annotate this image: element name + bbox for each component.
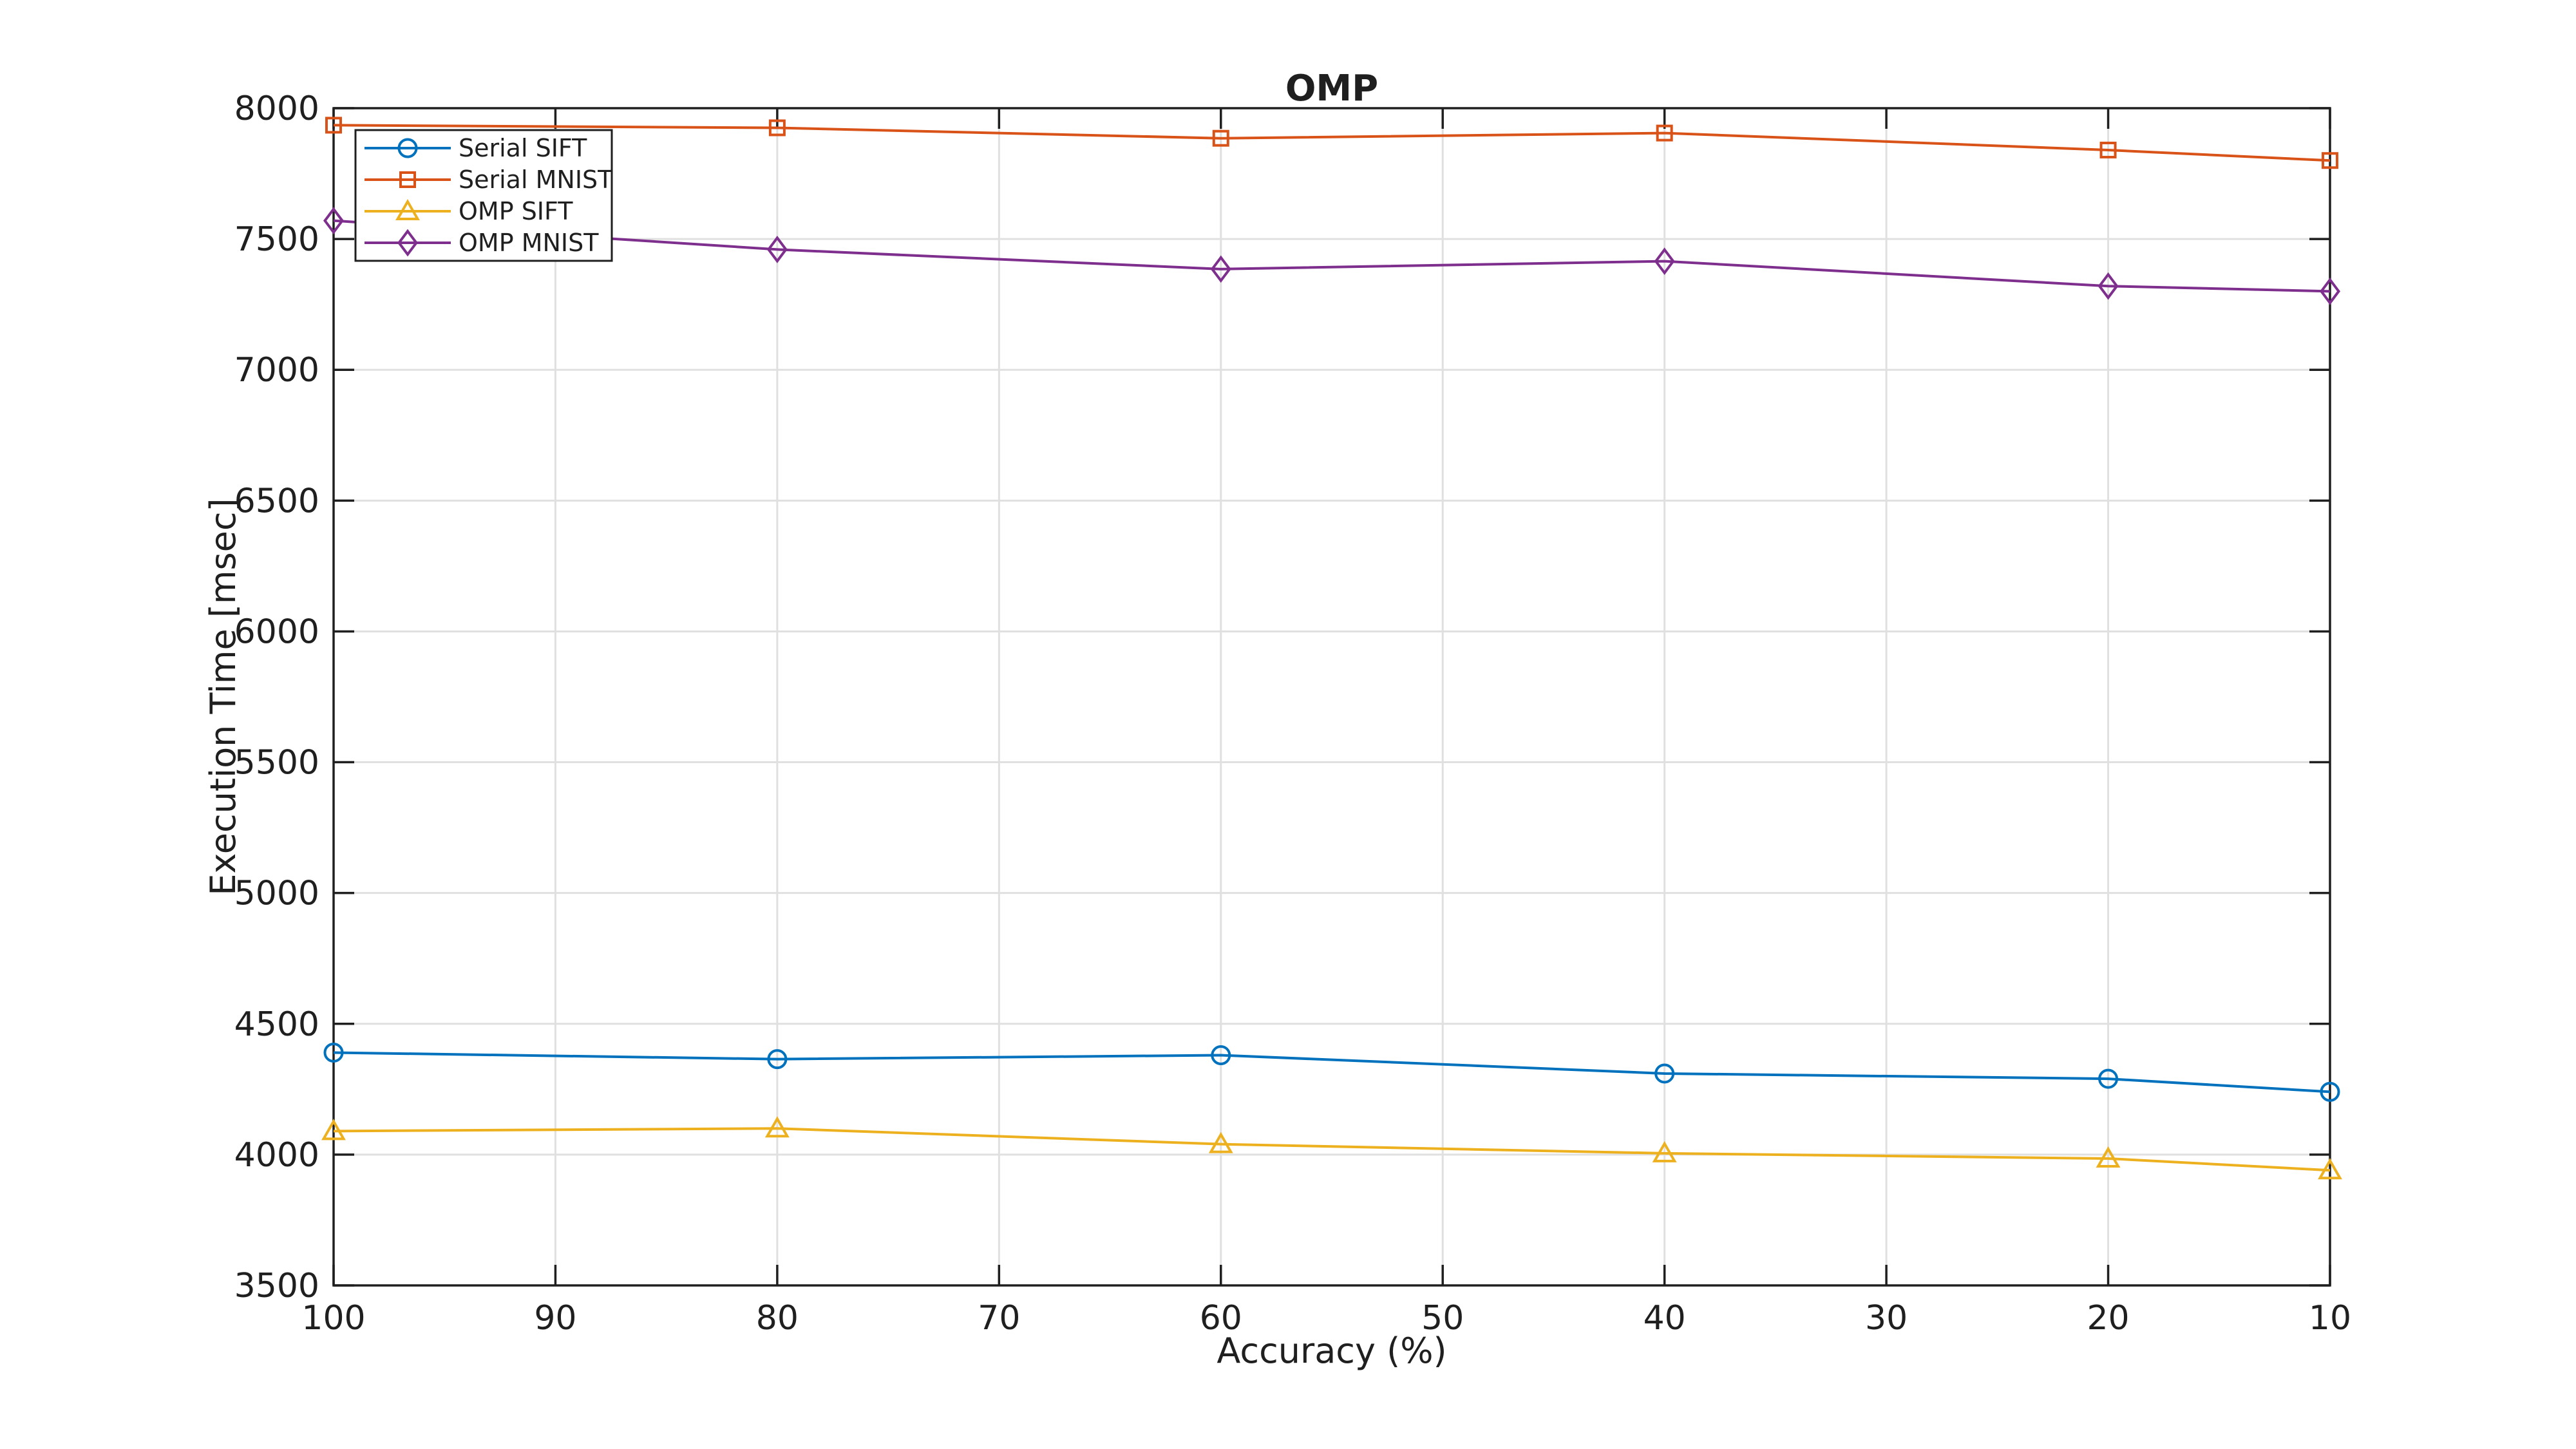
y-tick-label: 5500 [234,744,319,782]
legend-marker-omp-mnist [397,229,418,257]
series-markers-serial-sift [323,1042,2340,1102]
series-markers-omp-sift [321,1116,2342,1180]
y-tick-label: 4000 [234,1136,319,1175]
data-marker-omp-sift [1652,1141,1677,1162]
x-tick-label: 80 [756,1299,799,1338]
data-marker-omp-mnist [2098,272,2119,300]
x-tick-label: 70 [978,1299,1020,1338]
data-marker-serial-sift [2098,1068,2119,1089]
data-marker-omp-mnist [766,236,788,263]
legend-entry-serial-sift: Serial SIFT [365,134,587,162]
y-tick-label: 6500 [234,482,319,520]
data-marker-serial-mnist [1656,124,1673,142]
data-marker-serial-sift [323,1042,344,1063]
series-markers-serial-mnist [325,117,2338,169]
data-marker-serial-mnist [325,117,342,134]
x-tick-label: 10 [2309,1299,2351,1338]
data-marker-omp-sift [2318,1158,2342,1180]
data-marker-serial-sift [1654,1063,1675,1084]
legend-entry-serial-mnist: Serial MNIST [365,166,613,194]
legend-entry-omp-mnist: OMP MNIST [365,229,599,257]
data-marker-omp-sift [321,1119,346,1141]
x-tick-label: 100 [301,1299,365,1338]
series-line-omp-mnist [333,219,2331,293]
data-marker-serial-mnist [1212,129,1229,147]
legend-marker-serial-sift [397,138,418,158]
gridlines [334,108,2330,1285]
y-tick-label: 7500 [234,220,319,259]
legend-label-omp-mnist: OMP MNIST [459,229,599,257]
data-marker-omp-mnist [2320,278,2340,305]
data-marker-serial-sift [2320,1081,2340,1102]
y-tick-label: 5000 [234,875,319,913]
series-line-omp-sift [333,1127,2331,1172]
plot-border [332,107,2331,1287]
legend-label-serial-sift: Serial SIFT [459,134,587,162]
x-tick-label: 60 [1200,1299,1242,1338]
data-marker-omp-mnist [323,207,344,235]
data-marker-serial-mnist [2099,141,2117,158]
data-marker-omp-sift [764,1116,790,1138]
data-marker-serial-sift [1211,1045,1231,1066]
x-axis-label: Accuracy (%) [1217,1331,1446,1371]
legend-marker-omp-sift [395,198,420,220]
series-markers-omp-mnist [323,207,2340,305]
legend-entry-omp-sift: OMP SIFT [365,197,573,225]
chart-title: OMP [1285,68,1378,109]
x-tick-label: 50 [1421,1299,1464,1338]
y-tick-label: 8000 [234,90,319,128]
series-line-serial-mnist [333,124,2331,162]
x-tick-label: 90 [534,1299,576,1338]
data-marker-serial-mnist [768,119,786,137]
y-axis-label: Execution Time [msec] [203,498,243,895]
y-tick-label: 3500 [234,1267,319,1305]
legend-label-omp-sift: OMP SIFT [459,197,573,225]
series [321,117,2342,1180]
series-line-serial-sift [333,1051,2331,1094]
legend-marker-serial-mnist [399,171,416,188]
legend-box [354,129,613,262]
data-marker-omp-sift [2096,1146,2121,1168]
y-tick-label: 7000 [234,351,319,390]
data-marker-serial-sift [767,1049,788,1070]
data-marker-omp-mnist [1210,255,1231,283]
x-tick-label: 30 [1865,1299,1908,1338]
y-tick-label: 4500 [234,1005,319,1044]
data-marker-serial-mnist [2322,152,2338,169]
legend-label-serial-mnist: Serial MNIST [459,166,613,194]
data-marker-omp-sift [1208,1132,1233,1153]
axis-frame: 100 90 80 70 60 50 40 30 20 10 3500 4000 4500 5000 550… [234,90,2351,1338]
x-tick-label: 40 [1643,1299,1686,1338]
legend: Serial SIFT Serial MNIST OMP SIFT OMP MNIST [354,129,613,262]
y-tick-label: 6000 [234,612,319,651]
data-marker-omp-mnist [1654,247,1675,275]
x-tick-label: 20 [2087,1299,2129,1338]
